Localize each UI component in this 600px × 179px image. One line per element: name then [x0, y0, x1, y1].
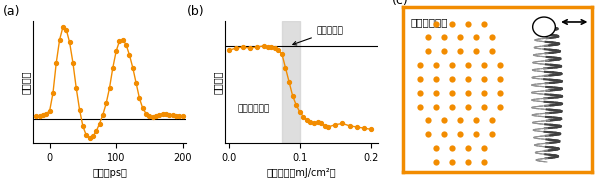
- Bar: [282, 21, 300, 143]
- Text: せん断音響波: せん断音響波: [237, 105, 269, 114]
- Y-axis label: 強度変化: 強度変化: [212, 71, 222, 94]
- X-axis label: 時間（ps）: 時間（ps）: [92, 168, 127, 178]
- Ellipse shape: [533, 17, 556, 37]
- Text: (a): (a): [2, 5, 20, 18]
- Text: (b): (b): [187, 5, 205, 18]
- Y-axis label: 強度変化: 強度変化: [20, 71, 30, 94]
- Text: せん断音響波: せん断音響波: [411, 17, 448, 27]
- Text: (c): (c): [392, 0, 409, 7]
- X-axis label: 励起密度（mJ/cm²）: 励起密度（mJ/cm²）: [266, 168, 337, 178]
- Text: 構造相転移: 構造相転移: [293, 27, 344, 45]
